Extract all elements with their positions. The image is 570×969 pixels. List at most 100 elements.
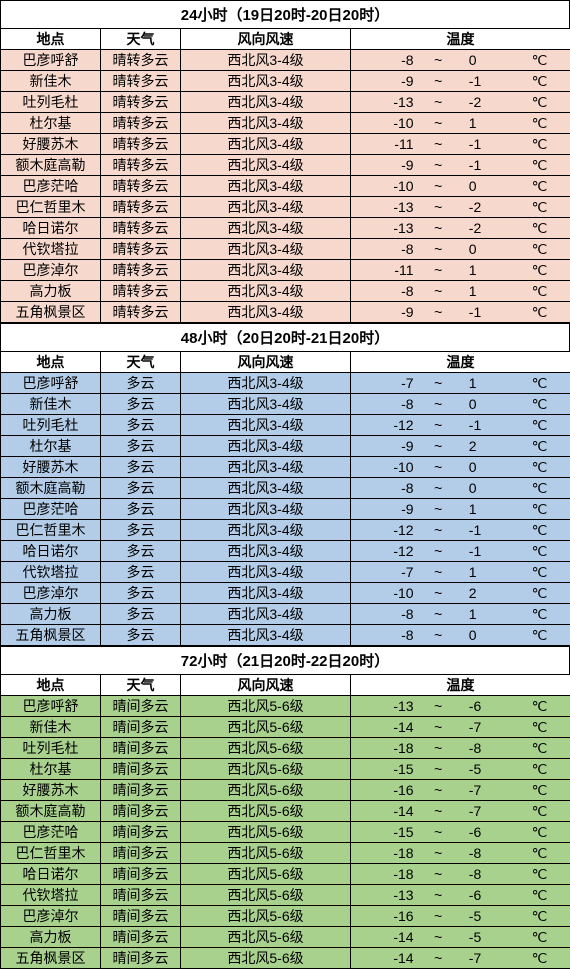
cell-weather: 多云	[101, 415, 181, 436]
cell-wind: 西北风3-4级	[181, 302, 351, 323]
cell-wind: 西北风3-4级	[181, 71, 351, 92]
temp-unit: ℃	[517, 823, 547, 841]
cell-place: 新佳木	[1, 71, 101, 92]
temp-low: -9	[374, 500, 414, 518]
cell-temp: -9~-1℃	[351, 71, 570, 92]
cell-weather: 晴转多云	[101, 92, 181, 113]
temp-low: -8	[374, 51, 414, 69]
temp-unit: ℃	[517, 282, 547, 300]
cell-weather: 晴间多云	[101, 885, 181, 906]
cell-temp: -13~-2℃	[351, 218, 570, 239]
temp-unit: ℃	[517, 542, 547, 560]
table-row: 杜尔基晴间多云西北风5-6级-15~-5℃	[1, 759, 570, 780]
table-row: 哈日诺尔多云西北风3-4级-12~-1℃	[1, 541, 570, 562]
cell-temp: -15~-6℃	[351, 822, 570, 843]
temp-unit: ℃	[517, 584, 547, 602]
temp-separator: ~	[428, 865, 448, 883]
cell-temp: -10~0℃	[351, 176, 570, 197]
temp-low: -10	[374, 584, 414, 602]
cell-wind: 西北风5-6级	[181, 738, 351, 759]
cell-temp: -11~1℃	[351, 260, 570, 281]
temp-high: -6	[463, 886, 503, 904]
temp-low: -11	[374, 261, 414, 279]
temp-high: -6	[463, 697, 503, 715]
temp-high: -1	[463, 542, 503, 560]
temp-low: -14	[374, 718, 414, 736]
temp-low: -11	[374, 135, 414, 153]
cell-place: 代钦塔拉	[1, 562, 101, 583]
forecast-table: 地点天气风向风速温度巴彦呼舒晴间多云西北风5-6级-13~-6℃新佳木晴间多云西…	[0, 674, 570, 969]
cell-place: 好腰苏木	[1, 780, 101, 801]
table-row: 新佳木晴间多云西北风5-6级-14~-7℃	[1, 717, 570, 738]
header-place: 地点	[1, 352, 101, 373]
temp-separator: ~	[428, 542, 448, 560]
temp-unit: ℃	[517, 156, 547, 174]
cell-place: 好腰苏木	[1, 134, 101, 155]
cell-place: 好腰苏木	[1, 457, 101, 478]
table-row: 新佳木晴转多云西北风3-4级-9~-1℃	[1, 71, 570, 92]
table-row: 好腰苏木多云西北风3-4级-10~0℃	[1, 457, 570, 478]
cell-place: 巴仁哲里木	[1, 197, 101, 218]
table-row: 五角枫景区晴间多云西北风5-6级-14~-7℃	[1, 948, 570, 969]
cell-wind: 西北风3-4级	[181, 415, 351, 436]
temp-high: -8	[463, 844, 503, 862]
cell-temp: -14~-7℃	[351, 948, 570, 969]
cell-place: 额木庭高勒	[1, 155, 101, 176]
temp-unit: ℃	[517, 928, 547, 946]
cell-wind: 西北风5-6级	[181, 696, 351, 717]
cell-weather: 晴间多云	[101, 927, 181, 948]
cell-wind: 西北风3-4级	[181, 520, 351, 541]
temp-high: -5	[463, 760, 503, 778]
temp-low: -12	[374, 416, 414, 434]
cell-weather: 晴间多云	[101, 717, 181, 738]
cell-place: 代钦塔拉	[1, 239, 101, 260]
temp-unit: ℃	[517, 697, 547, 715]
cell-weather: 多云	[101, 457, 181, 478]
cell-place: 吐列毛杜	[1, 415, 101, 436]
cell-place: 巴仁哲里木	[1, 520, 101, 541]
temp-high: -7	[463, 802, 503, 820]
temp-unit: ℃	[517, 135, 547, 153]
temp-separator: ~	[428, 395, 448, 413]
temp-separator: ~	[428, 374, 448, 392]
temp-unit: ℃	[517, 479, 547, 497]
cell-wind: 西北风5-6级	[181, 801, 351, 822]
temp-unit: ℃	[517, 626, 547, 644]
temp-separator: ~	[428, 114, 448, 132]
temp-low: -13	[374, 198, 414, 216]
temp-separator: ~	[428, 93, 448, 111]
temp-high: -5	[463, 928, 503, 946]
temp-unit: ℃	[517, 907, 547, 925]
temp-unit: ℃	[517, 374, 547, 392]
temp-separator: ~	[428, 823, 448, 841]
cell-temp: -10~1℃	[351, 113, 570, 134]
temp-high: 0	[463, 479, 503, 497]
table-row: 高力板多云西北风3-4级-8~1℃	[1, 604, 570, 625]
cell-wind: 西北风3-4级	[181, 239, 351, 260]
temp-unit: ℃	[517, 437, 547, 455]
cell-place: 额木庭高勒	[1, 801, 101, 822]
cell-place: 巴彦呼舒	[1, 373, 101, 394]
cell-wind: 西北风3-4级	[181, 562, 351, 583]
cell-wind: 西北风5-6级	[181, 885, 351, 906]
temp-unit: ℃	[517, 458, 547, 476]
cell-wind: 西北风3-4级	[181, 134, 351, 155]
temp-high: 1	[463, 114, 503, 132]
temp-high: -6	[463, 823, 503, 841]
temp-high: -1	[463, 135, 503, 153]
temp-high: 1	[463, 563, 503, 581]
temp-high: -1	[463, 521, 503, 539]
table-row: 五角枫景区多云西北风3-4级-8~0℃	[1, 625, 570, 646]
temp-low: -14	[374, 802, 414, 820]
temp-low: -16	[374, 907, 414, 925]
cell-place: 五角枫景区	[1, 948, 101, 969]
cell-place: 吐列毛杜	[1, 738, 101, 759]
temp-high: -1	[463, 156, 503, 174]
temp-separator: ~	[428, 781, 448, 799]
temp-low: -9	[374, 72, 414, 90]
temp-separator: ~	[428, 135, 448, 153]
temp-high: 0	[463, 395, 503, 413]
temp-unit: ℃	[517, 886, 547, 904]
section-title: 48小时（20日20时-21日20时）	[0, 323, 570, 351]
cell-wind: 西北风3-4级	[181, 478, 351, 499]
